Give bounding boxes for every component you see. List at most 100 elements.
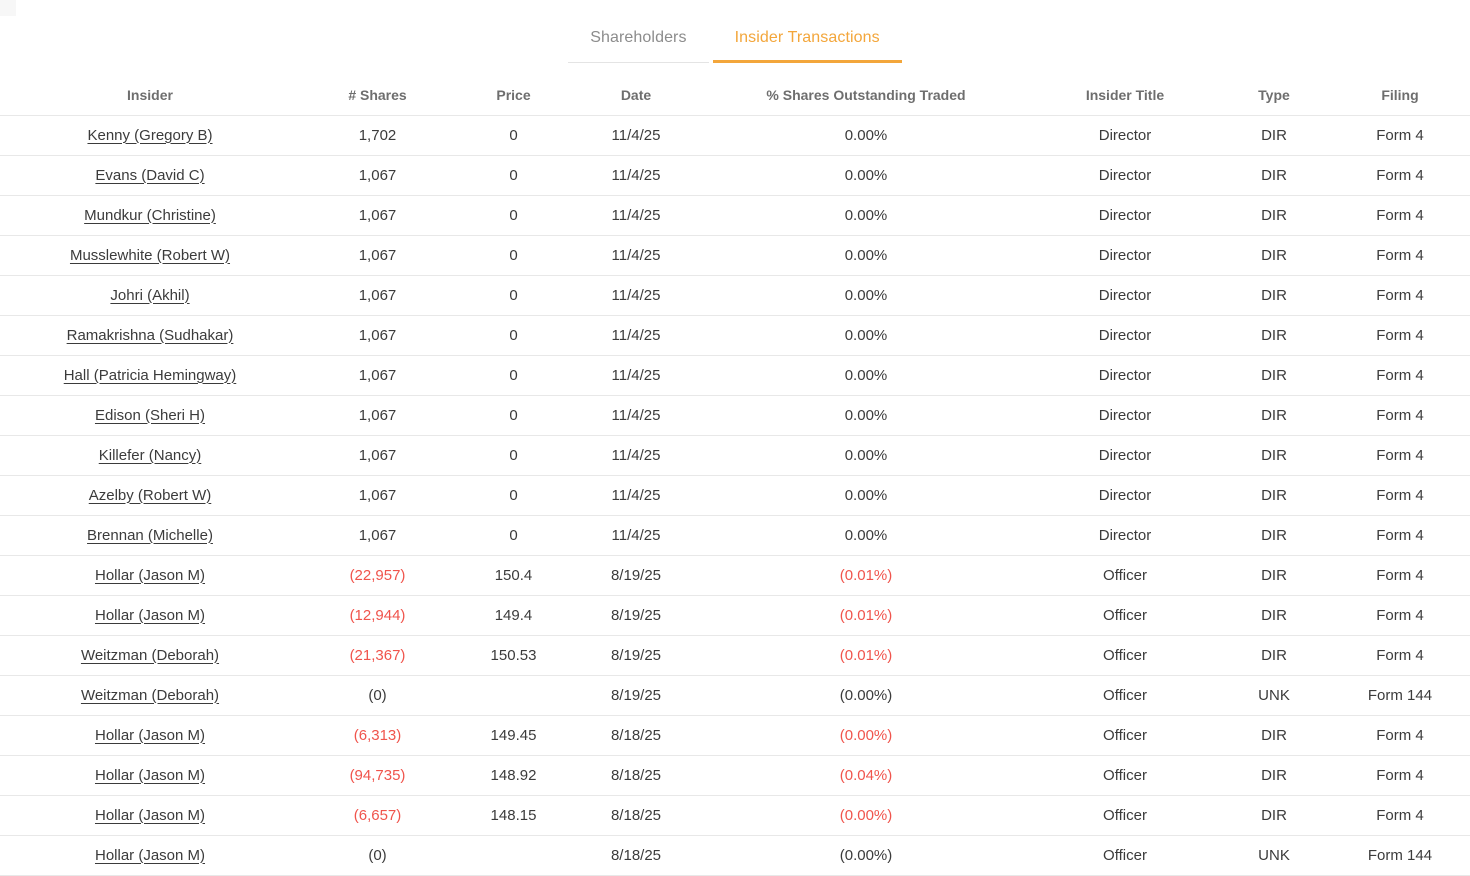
insider-link[interactable]: Killefer (Nancy) [98, 446, 202, 464]
date-cell: 8/18/25 [572, 835, 700, 876]
price-cell: 0 [455, 275, 572, 316]
column-header-shares: # Shares [300, 75, 455, 116]
table-row: Hollar (Jason M) (0) 8/18/25 (0.00%) Off… [0, 835, 1470, 876]
insider-title-cell: Director [1032, 435, 1218, 476]
filing-cell: Form 4 [1330, 155, 1470, 196]
insider-link[interactable]: Hollar (Jason M) [94, 606, 206, 624]
type-cell: DIR [1218, 635, 1330, 676]
insider-link[interactable]: Evans (David C) [95, 166, 205, 184]
type-cell: UNK [1218, 675, 1330, 716]
date-cell: 11/4/25 [572, 435, 700, 476]
table-row: Brennan (Michelle) 1,067 0 11/4/25 0.00%… [0, 515, 1470, 556]
column-header-pct-outstanding: % Shares Outstanding Traded [700, 75, 1032, 116]
insider-title-cell: Director [1032, 315, 1218, 356]
table-row: Edison (Sheri H) 1,067 0 11/4/25 0.00% D… [0, 395, 1470, 436]
shares-cell: 1,067 [300, 515, 455, 556]
type-cell: DIR [1218, 355, 1330, 396]
insider-link[interactable]: Ramakrishna (Sudhakar) [66, 326, 234, 344]
insider-title-cell: Officer [1032, 835, 1218, 876]
insider-link[interactable]: Weitzman (Deborah) [80, 646, 220, 664]
price-cell: 0 [455, 395, 572, 436]
insider-title-cell: Officer [1032, 555, 1218, 596]
insider-cell: Hollar (Jason M) [0, 835, 300, 876]
date-cell: 11/4/25 [572, 515, 700, 556]
filing-cell: Form 4 [1330, 395, 1470, 436]
table-row: Kenny (Gregory B) 1,702 0 11/4/25 0.00% … [0, 115, 1470, 156]
insider-link[interactable]: Hollar (Jason M) [94, 566, 206, 584]
insider-link[interactable]: Hollar (Jason M) [94, 846, 206, 864]
type-cell: DIR [1218, 315, 1330, 356]
insider-title-cell: Director [1032, 355, 1218, 396]
pct-outstanding-cell: (0.00%) [700, 675, 1032, 716]
filing-cell: Form 144 [1330, 675, 1470, 716]
insider-cell: Azelby (Robert W) [0, 475, 300, 516]
pct-outstanding-cell: 0.00% [700, 355, 1032, 396]
pct-outstanding-cell: (0.00%) [700, 835, 1032, 876]
date-cell: 11/4/25 [572, 275, 700, 316]
pct-outstanding-cell: 0.00% [700, 155, 1032, 196]
scroll-corner [0, 0, 16, 16]
filing-cell: Form 4 [1330, 715, 1470, 756]
pct-outstanding-cell: 0.00% [700, 515, 1032, 556]
type-cell: DIR [1218, 195, 1330, 236]
pct-outstanding-cell: (0.04%) [700, 755, 1032, 796]
column-header-insider: Insider [0, 75, 300, 116]
date-cell: 11/4/25 [572, 395, 700, 436]
type-cell: DIR [1218, 755, 1330, 796]
shares-cell: (21,367) [300, 635, 455, 676]
insider-link[interactable]: Hollar (Jason M) [94, 766, 206, 784]
price-cell: 148.92 [455, 755, 572, 796]
insider-link[interactable]: Hollar (Jason M) [94, 806, 206, 824]
insider-link[interactable]: Hall (Patricia Hemingway) [63, 366, 237, 384]
type-cell: DIR [1218, 555, 1330, 596]
insider-link[interactable]: Brennan (Michelle) [87, 526, 213, 544]
filing-cell: Form 4 [1330, 235, 1470, 276]
date-cell: 11/4/25 [572, 115, 700, 156]
price-cell: 148.15 [455, 795, 572, 836]
price-cell: 0 [455, 195, 572, 236]
price-cell: 150.53 [455, 635, 572, 676]
price-cell: 150.4 [455, 555, 572, 596]
filing-cell: Form 4 [1330, 555, 1470, 596]
shares-cell: (12,944) [300, 595, 455, 636]
type-cell: DIR [1218, 395, 1330, 436]
insider-link[interactable]: Johri (Akhil) [110, 286, 190, 304]
filing-cell: Form 4 [1330, 115, 1470, 156]
price-cell: 0 [455, 115, 572, 156]
insider-link[interactable]: Kenny (Gregory B) [87, 126, 213, 144]
type-cell: DIR [1218, 115, 1330, 156]
filing-cell: Form 4 [1330, 755, 1470, 796]
tab-bar: Shareholders Insider Transactions [0, 0, 1470, 63]
insider-cell: Brennan (Michelle) [0, 515, 300, 556]
insider-link[interactable]: Mundkur (Christine) [84, 206, 216, 224]
tab-shareholders[interactable]: Shareholders [568, 29, 709, 63]
insider-cell: Killefer (Nancy) [0, 435, 300, 476]
insider-link[interactable]: Edison (Sheri H) [94, 406, 206, 424]
tab-insider-transactions[interactable]: Insider Transactions [712, 29, 902, 63]
insider-link[interactable]: Weitzman (Deborah) [80, 686, 220, 704]
price-cell: 0 [455, 475, 572, 516]
table-row: Hollar (Jason M) (6,313) 149.45 8/18/25 … [0, 715, 1470, 756]
column-header-price: Price [455, 75, 572, 116]
insider-link[interactable]: Musslewhite (Robert W) [69, 246, 231, 264]
filing-cell: Form 4 [1330, 635, 1470, 676]
insider-title-cell: Director [1032, 235, 1218, 276]
pct-outstanding-cell: 0.00% [700, 435, 1032, 476]
pct-outstanding-cell: (0.00%) [700, 795, 1032, 836]
insider-title-cell: Officer [1032, 755, 1218, 796]
shares-cell: 1,067 [300, 315, 455, 356]
insider-title-cell: Officer [1032, 715, 1218, 756]
insider-link[interactable]: Azelby (Robert W) [88, 486, 212, 504]
insider-link[interactable]: Hollar (Jason M) [94, 726, 206, 744]
insider-cell: Hollar (Jason M) [0, 755, 300, 796]
shares-cell: (0) [300, 835, 455, 876]
insider-cell: Hollar (Jason M) [0, 715, 300, 756]
table-row: Weitzman (Deborah) (21,367) 150.53 8/19/… [0, 635, 1470, 676]
insider-cell: Musslewhite (Robert W) [0, 235, 300, 276]
type-cell: DIR [1218, 275, 1330, 316]
type-cell: UNK [1218, 835, 1330, 876]
insider-cell: Hollar (Jason M) [0, 795, 300, 836]
table-row: Hollar (Jason M) (94,735) 148.92 8/18/25… [0, 755, 1470, 796]
pct-outstanding-cell: 0.00% [700, 275, 1032, 316]
column-header-insider-title: Insider Title [1032, 75, 1218, 116]
